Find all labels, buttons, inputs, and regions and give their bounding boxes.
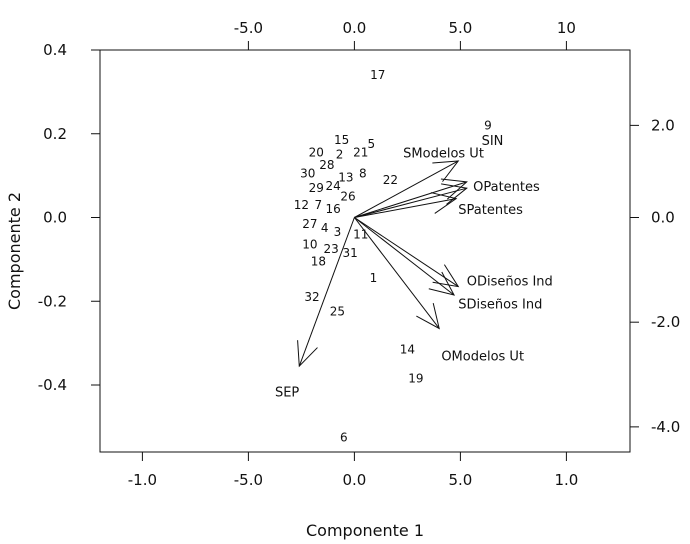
observation-point-label: 24 [326,179,341,193]
y-axis-title: Componente 2 [5,192,24,310]
x-bottom-tick-label: 1.0 [554,471,578,489]
variable-label: ODiseños Ind [467,274,553,289]
variable-label: SEP [275,385,299,400]
variable-label: OModelos Ut [441,350,524,365]
observation-point-label: 3 [334,225,342,239]
x-top-tick-label: 5.0 [448,19,472,37]
observation-point-label: 16 [326,202,341,216]
x-top-tick-label: -5.0 [234,19,263,37]
observation-point-label: 2 [336,148,344,162]
observation-point-label: 17 [370,68,385,82]
plot-frame [99,49,631,453]
observation-point-label: 19 [408,372,423,386]
observation-point-label: 32 [304,290,319,304]
variable-arrow [354,178,468,218]
observation-point-label: 8 [359,167,367,181]
variable-arrow [354,160,460,218]
observation-point-label: 26 [340,190,355,204]
observation-point-label: 6 [340,430,348,444]
variable-arrow [354,192,458,218]
x-bottom-tick-label: -1.0 [128,471,157,489]
observation-point-label: 13 [338,171,353,185]
variable-arrows [297,160,468,368]
variable-label: SIN [482,134,504,149]
observation-point-label: 18 [311,254,326,268]
tick-marks [91,41,639,461]
y-right-tick-label: 0.0 [651,209,675,227]
observation-point-label: 10 [302,238,317,252]
observation-point-label: 12 [294,198,309,212]
x-bottom-tick-label: 0.0 [342,471,366,489]
observation-point-label: 29 [309,181,324,195]
y-left-tick-label: -0.2 [38,292,67,310]
y-left-tick-label: 0.0 [43,209,67,227]
observation-point-label: 30 [300,167,315,181]
observation-point-label: 31 [343,246,358,260]
observation-point-label: 28 [319,158,334,172]
observation-point-label: 27 [302,217,317,231]
x-top-tick-label: 10 [557,19,576,37]
observation-point-label: 7 [315,198,323,212]
x-bottom-tick-label: -5.0 [234,471,263,489]
y-left-tick-label: -0.4 [38,376,67,394]
variable-label: SModelos Ut [403,147,484,162]
observation-point-label: 25 [330,305,345,319]
y-right-tick-label: -2.0 [651,313,680,331]
observation-point-label: 14 [400,342,415,356]
tick-labels: -1.0 -5.0 0.0 5.0 1.0 -5.0 0.0 5.0 10 0.4 0.2 0.0 -0… [38,19,681,489]
y-right-tick-label: 2.0 [651,116,675,134]
variable-arrow [354,217,440,330]
observation-point-label: 11 [353,227,368,241]
observation-point-label: 21 [353,146,368,160]
observation-point-label: 4 [321,221,329,235]
observation-point-label: 9 [484,118,492,132]
variable-label: SDiseños Ind [458,297,542,312]
observation-point-label: 5 [368,137,376,151]
variable-label: OPatentes [473,180,540,195]
variable-arrow [297,217,355,368]
observation-point-label: 15 [334,133,349,147]
x-bottom-tick-label: 5.0 [448,471,472,489]
observation-point-label: 22 [383,173,398,187]
x-axis-title: Componente 1 [306,521,424,540]
observation-point-label: 20 [309,146,324,160]
observation-point-label: 1 [370,271,378,285]
y-right-tick-label: -4.0 [651,418,680,436]
variable-arrow [354,217,456,296]
variable-arrow [354,217,460,288]
y-left-tick-label: 0.4 [43,41,67,59]
x-top-tick-label: 0.0 [342,19,366,37]
observation-point-label: 23 [323,242,338,256]
y-left-tick-label: 0.2 [43,125,67,143]
variable-label: SPatentes [458,203,523,218]
